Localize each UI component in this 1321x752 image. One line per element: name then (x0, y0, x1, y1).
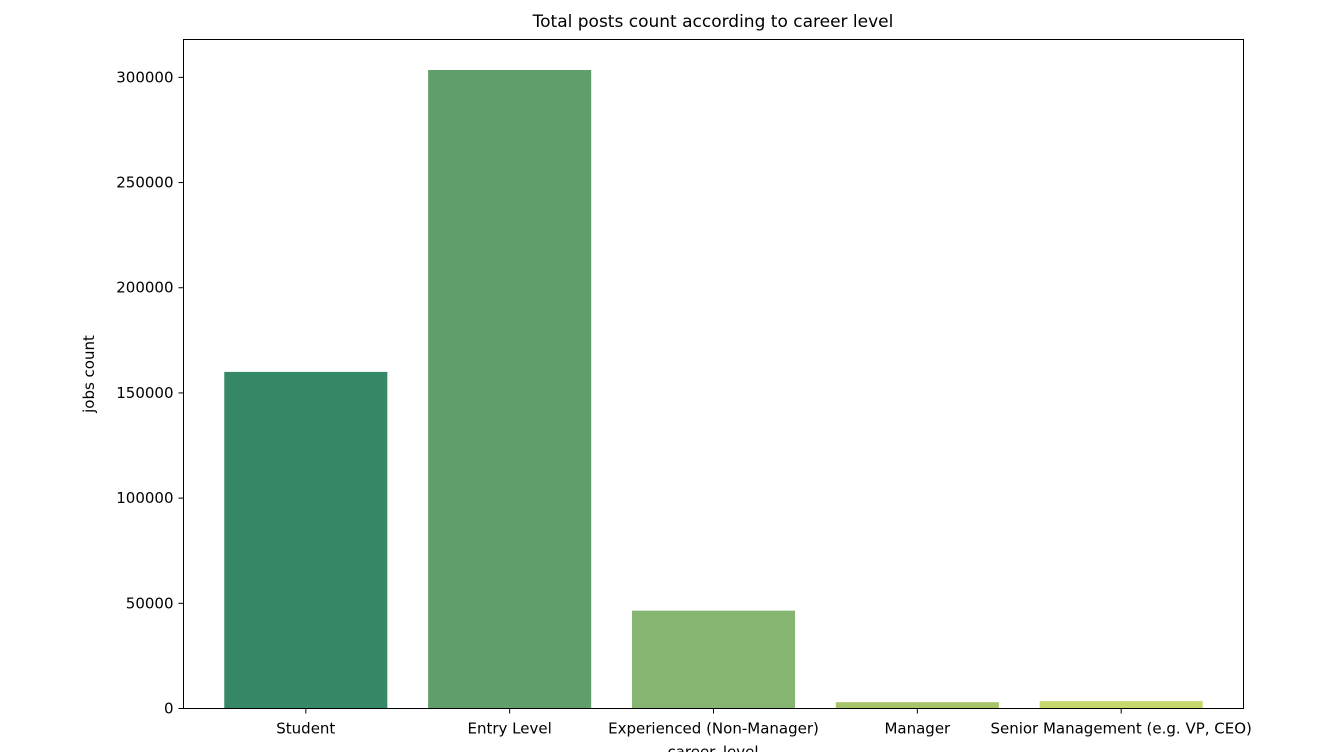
x-tick-label: Experienced (Non-Manager) (608, 720, 819, 738)
bar-3 (835, 702, 999, 709)
x-axis-label: career_level (667, 743, 758, 752)
x-tick-label: Manager (884, 720, 951, 738)
y-axis-label: jobs count (80, 335, 98, 414)
plot-frame (183, 39, 1244, 709)
y-tick-label: 100000 (116, 489, 173, 507)
y-tick-label: 300000 (116, 68, 173, 86)
x-tick-label: Entry Level (468, 720, 552, 738)
y-tick-label: 250000 (116, 174, 173, 192)
y-tick-label: 200000 (116, 279, 173, 297)
bar-1 (428, 70, 592, 709)
x-tick-label: Senior Management (e.g. VP, CEO) (990, 720, 1251, 738)
chart-title: Total posts count according to career le… (532, 12, 894, 32)
y-axis-ticks: 0 50000 100000 150000 200000 250000 300000 (116, 68, 184, 718)
y-tick-label: 150000 (116, 384, 173, 402)
y-tick-label: 0 (164, 700, 174, 718)
x-axis-ticks: Student Entry Level Experienced (Non-Manag… (276, 708, 1252, 738)
y-tick-label: 50000 (126, 594, 174, 612)
bar-2 (631, 610, 796, 709)
bar-4 (1039, 701, 1203, 709)
bars-group (224, 70, 1203, 709)
bar-0 (224, 371, 388, 709)
x-tick-label: Student (276, 720, 335, 738)
